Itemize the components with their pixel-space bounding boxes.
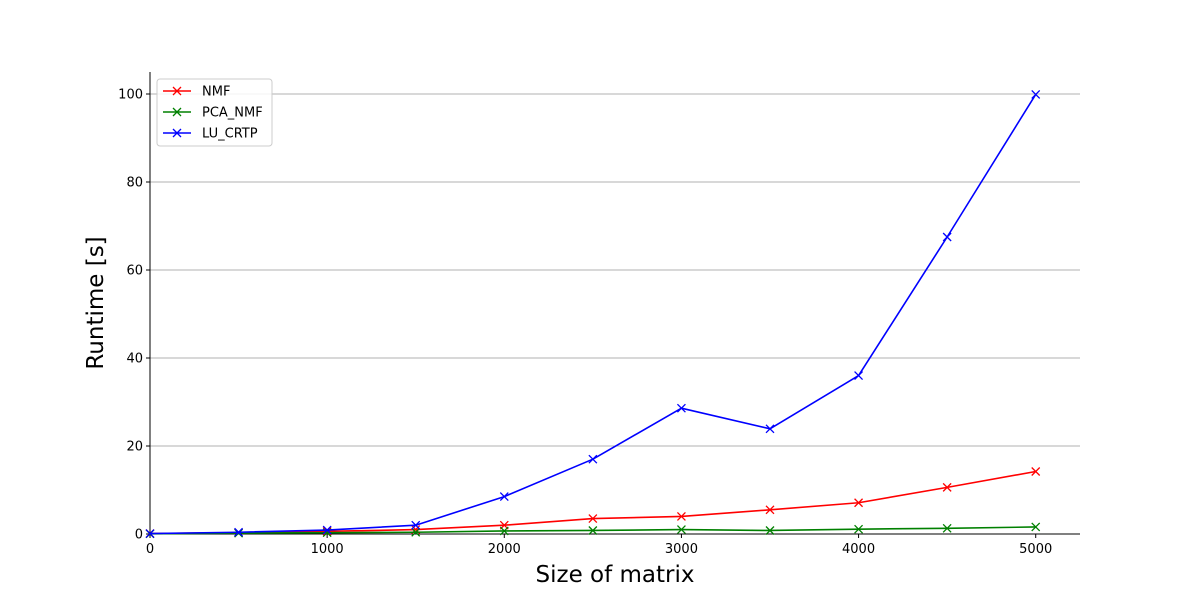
data-point-lu-crtp [322, 525, 332, 535]
data-point-pca-nmf [676, 525, 686, 535]
data-point-lu-crtp [854, 371, 864, 381]
legend-label-pca-nmf: PCA_NMF [202, 106, 263, 121]
data-point-nmf [942, 482, 952, 492]
legend-box [156, 78, 273, 147]
y-tick-label: 80 [126, 176, 143, 191]
legend: NMF PCA_NMF LU_CRTP [156, 78, 273, 147]
x-tick-label: 5000 [1019, 542, 1052, 557]
series-pca-nmf [145, 522, 1041, 539]
plot-area [145, 89, 1041, 539]
data-point-pca-nmf [765, 526, 775, 535]
data-point-nmf [854, 498, 864, 508]
data-point-lu-crtp [499, 492, 509, 502]
data-point-pca-nmf [942, 523, 952, 533]
series-nmf [145, 467, 1041, 539]
data-point-nmf [322, 526, 332, 536]
legend-label-nmf: NMF [202, 85, 230, 100]
legend-marker-lu-crtp [172, 128, 182, 138]
axes [146, 72, 1080, 538]
data-point-pca-nmf [499, 526, 509, 536]
data-point-pca-nmf [1031, 522, 1041, 532]
data-point-lu-crtp [145, 529, 155, 539]
data-point-nmf [1031, 467, 1041, 476]
x-tick-label: 2000 [488, 542, 521, 557]
y-tick-label: 20 [126, 440, 143, 455]
x-tick-label: 0 [146, 542, 154, 557]
y-axis-title: Runtime [s] [83, 236, 109, 369]
data-point-pca-nmf [411, 527, 421, 537]
data-point-lu-crtp [1031, 89, 1041, 99]
data-point-lu-crtp [765, 424, 775, 434]
y-tick-label: 100 [118, 88, 143, 103]
data-point-lu-crtp [234, 527, 244, 537]
legend-marker-pca-nmf [172, 107, 182, 117]
x-tick-label: 3000 [665, 542, 698, 557]
x-axis-title: Size of matrix [536, 562, 695, 588]
data-point-nmf [765, 505, 775, 515]
series-line-nmf [149, 470, 1036, 535]
legend-marker-nmf [172, 86, 182, 96]
grid-lines [150, 93, 1080, 447]
y-tick-label: 60 [126, 264, 143, 279]
legend-label-lu-crtp: LU_CRTP [202, 127, 258, 142]
y-tick-label: 40 [126, 352, 143, 367]
legend-item-nmf: NMF [163, 85, 230, 100]
y-tick-label: 0 [135, 528, 143, 543]
series-lu-crtp [145, 89, 1041, 539]
data-point-lu-crtp [942, 232, 952, 242]
data-point-lu-crtp [588, 454, 598, 464]
x-tick-label: 1000 [311, 542, 344, 557]
legend-item-pca-nmf: PCA_NMF [163, 106, 263, 121]
data-point-lu-crtp [676, 403, 686, 413]
data-point-lu-crtp [411, 520, 421, 530]
data-point-pca-nmf [854, 524, 864, 534]
data-point-pca-nmf [588, 526, 598, 535]
data-point-nmf [676, 511, 686, 521]
x-tick-label: 4000 [842, 542, 875, 557]
legend-item-lu-crtp: LU_CRTP [163, 127, 258, 142]
series-line-lu-crtp [149, 94, 1037, 535]
data-point-nmf [588, 514, 598, 524]
